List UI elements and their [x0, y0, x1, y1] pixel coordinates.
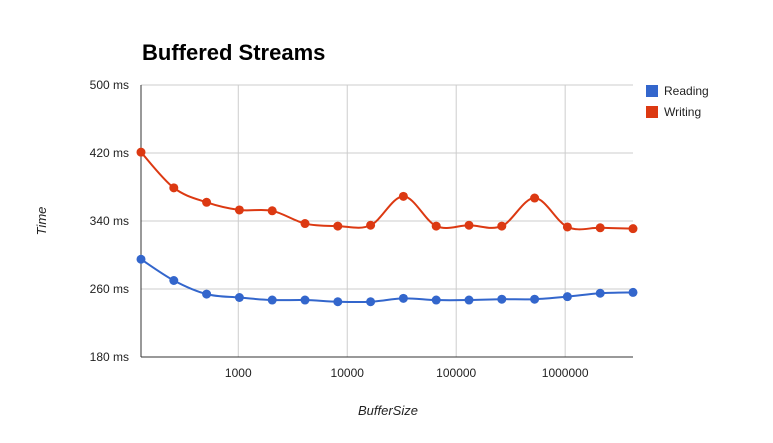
legend: Reading Writing — [646, 84, 709, 119]
data-point-reading[interactable] — [268, 296, 277, 305]
data-point-reading[interactable] — [596, 289, 605, 298]
x-tick-label: 1000000 — [542, 366, 589, 380]
x-tick-label: 1000 — [225, 366, 252, 380]
y-tick-label: 340 ms — [90, 214, 129, 228]
data-point-writing[interactable] — [301, 219, 310, 228]
chart-title: Buffered Streams — [142, 40, 325, 65]
data-point-reading[interactable] — [202, 290, 211, 299]
data-point-reading[interactable] — [497, 295, 506, 304]
data-point-writing[interactable] — [268, 206, 277, 215]
data-point-writing[interactable] — [399, 192, 408, 201]
data-point-writing[interactable] — [366, 221, 375, 230]
y-tick-label: 180 ms — [90, 350, 129, 364]
x-tick-label: 10000 — [331, 366, 365, 380]
data-point-reading[interactable] — [235, 293, 244, 302]
y-tick-labels: 180 ms 260 ms 340 ms 420 ms 500 ms — [90, 78, 129, 364]
y-tick-label: 420 ms — [90, 146, 129, 160]
data-point-reading[interactable] — [366, 297, 375, 306]
y-tick-label: 260 ms — [90, 282, 129, 296]
series-group — [137, 148, 638, 307]
data-point-reading[interactable] — [137, 255, 146, 264]
y-axis-title: Time — [34, 207, 49, 236]
series-line-writing — [141, 152, 633, 229]
data-point-writing[interactable] — [235, 205, 244, 214]
data-point-writing[interactable] — [563, 222, 572, 231]
series-line-reading — [141, 259, 633, 302]
data-point-writing[interactable] — [596, 223, 605, 232]
data-point-writing[interactable] — [333, 222, 342, 231]
data-point-reading[interactable] — [399, 294, 408, 303]
data-point-writing[interactable] — [629, 224, 638, 233]
x-axis-title: BufferSize — [358, 403, 418, 418]
data-point-writing[interactable] — [465, 221, 474, 230]
x-tick-label: 100000 — [436, 366, 476, 380]
data-point-reading[interactable] — [465, 296, 474, 305]
legend-swatch-reading — [646, 85, 658, 97]
data-point-reading[interactable] — [169, 276, 178, 285]
legend-swatch-writing — [646, 106, 658, 118]
data-point-reading[interactable] — [530, 295, 539, 304]
data-point-reading[interactable] — [629, 288, 638, 297]
legend-label-writing: Writing — [664, 105, 701, 119]
data-point-reading[interactable] — [301, 296, 310, 305]
data-point-writing[interactable] — [497, 222, 506, 231]
data-point-writing[interactable] — [202, 198, 211, 207]
data-point-writing[interactable] — [432, 222, 441, 231]
x-tick-labels: 1000 10000 100000 1000000 — [225, 366, 589, 380]
data-point-writing[interactable] — [530, 194, 539, 203]
data-point-writing[interactable] — [169, 183, 178, 192]
y-tick-label: 500 ms — [90, 78, 129, 92]
data-point-reading[interactable] — [333, 297, 342, 306]
data-point-reading[interactable] — [563, 292, 572, 301]
data-point-reading[interactable] — [432, 296, 441, 305]
legend-label-reading: Reading — [664, 84, 709, 98]
data-point-writing[interactable] — [137, 148, 146, 157]
